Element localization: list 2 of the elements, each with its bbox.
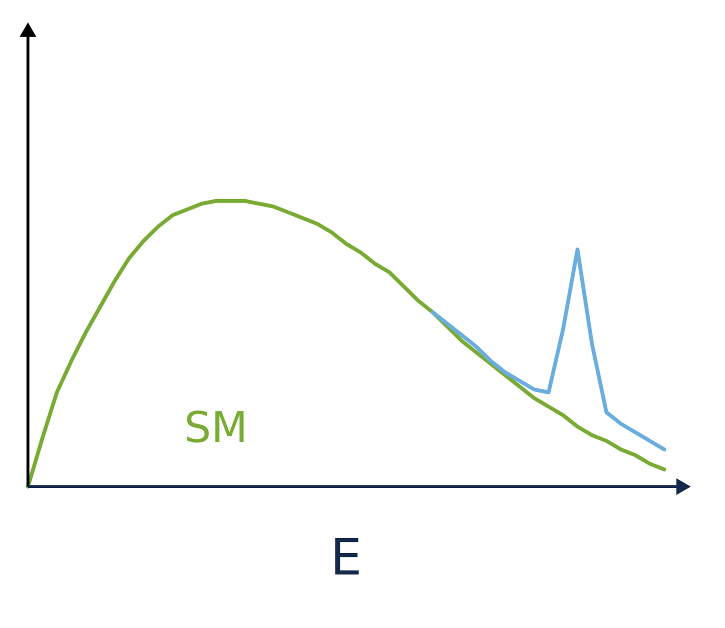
text: SM (184, 404, 248, 453)
x-axis-title: E (330, 527, 362, 586)
